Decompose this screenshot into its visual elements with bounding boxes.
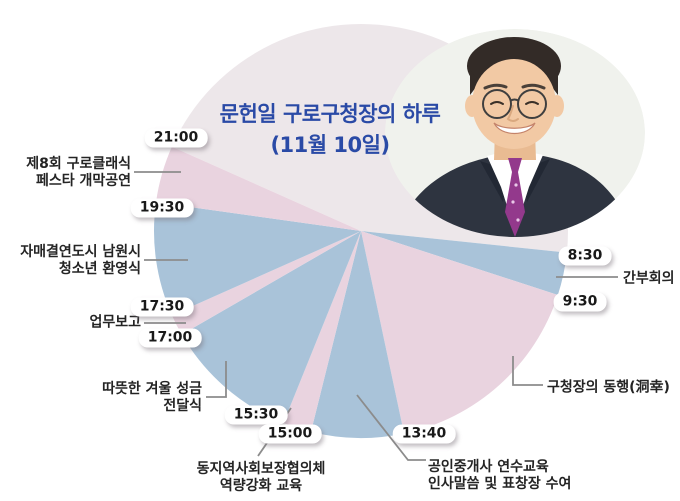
time-badge: 17:30 — [130, 297, 194, 317]
pie-slice-1730-1930 — [154, 202, 361, 316]
chart-title-line1: 문헌일 구로구청장의 하루 — [219, 102, 441, 126]
eye-right — [525, 101, 539, 105]
connector-line — [512, 356, 543, 386]
event-label: 자매결연도시 남원시 청소년 환영식 — [20, 244, 141, 278]
time-badge: 13:40 — [392, 424, 456, 444]
time-badge: 15:00 — [258, 424, 322, 444]
event-label-line: 제8회 구로클래식 — [26, 156, 131, 172]
time-badge: 21:00 — [144, 128, 208, 148]
event-label-line: 공인중개사 연수교육 — [428, 459, 549, 475]
event-label-line: 페스타 개막공연 — [35, 173, 131, 189]
pie-slice-1340-1500 — [310, 231, 405, 438]
face — [472, 59, 556, 149]
time-badge: 15:30 — [224, 405, 288, 425]
chart-title-line2: (11월 10일) — [270, 133, 390, 157]
pie-slice-1700-1730 — [171, 231, 361, 335]
tie-dot — [514, 183, 518, 187]
time-badge: 8:30 — [558, 246, 612, 266]
event-label-line: 구청장의 동행(洞幸) — [547, 379, 670, 396]
hair-side-right — [548, 70, 558, 95]
event-label-line: 전달식 — [163, 398, 202, 414]
event-label-line: 인사말씀 및 표창장 수여 — [428, 476, 572, 492]
glasses-bridge — [509, 98, 520, 102]
hair-side-left — [470, 70, 480, 95]
glasses-left-lens — [482, 89, 512, 119]
event-label: 동지역사회보장협의체 역량강화 교육 — [197, 461, 326, 495]
event-label-line: 역량강화 교육 — [219, 478, 303, 494]
tie-dot — [516, 218, 520, 222]
connector-line — [356, 394, 426, 461]
event-label-line: 청소년 환영식 — [58, 261, 141, 277]
tie — [505, 158, 525, 237]
event-label: 제8회 구로클래식 페스타 개막공연 — [26, 156, 131, 190]
event-label-line: 업무보고 — [89, 314, 141, 331]
eyebrow-left — [483, 83, 508, 90]
nose — [506, 105, 519, 122]
event-label-line: 따뜻한 겨울 성금 — [102, 381, 202, 397]
smile — [493, 122, 536, 135]
event-label-line: 자매결연도시 남원시 — [20, 244, 141, 260]
pie-slice-1500-1530 — [283, 231, 361, 432]
event-label-line: 간부회의 — [623, 270, 675, 287]
chart-title: 문헌일 구로구청장의 하루 (11월 10일) — [220, 99, 441, 161]
tie-dot — [511, 200, 515, 204]
event-label-line: 동지역사회보장협의체 — [196, 461, 326, 477]
connector-line — [206, 361, 227, 398]
time-badge: 17:00 — [138, 328, 202, 348]
time-badge: 19:30 — [130, 198, 194, 218]
glasses-right-lens — [517, 89, 547, 119]
eyebrow-right — [521, 83, 546, 90]
event-label: 따뜻한 겨울 성금 전달식 — [102, 381, 202, 415]
event-label: 간부회의 — [623, 271, 675, 288]
pie-slice-930-1340 — [361, 231, 558, 434]
time-badge: 9:30 — [553, 292, 607, 312]
pie-slice-830-930 — [361, 231, 567, 295]
event-label: 업무보고 — [89, 315, 141, 332]
eye-left — [490, 101, 504, 105]
event-label: 구청장의 동행(洞幸) — [547, 380, 670, 397]
pie-slice-1930-2100 — [156, 146, 361, 231]
event-label: 공인중개사 연수교육 인사말씀 및 표창장 수여 — [428, 459, 571, 493]
